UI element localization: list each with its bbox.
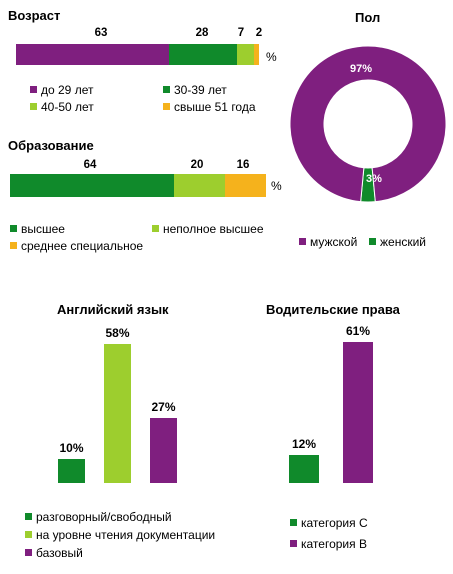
legend-label: среднее специальное (21, 239, 144, 253)
bar-segment (254, 44, 259, 65)
legend-item: среднее специальное (10, 239, 143, 253)
legend-item: свыше 51 года (163, 100, 256, 114)
legend-label: 40-50 лет (41, 100, 94, 114)
license-chart-title: Водительские права (266, 302, 400, 317)
legend-swatch (30, 86, 37, 93)
legend-swatch (369, 238, 376, 245)
bar-segment (237, 44, 255, 65)
age-value-label: 2 (255, 27, 263, 39)
legend-swatch (25, 549, 32, 556)
bar (343, 342, 373, 483)
legend-item: разговорный/свободный (25, 510, 172, 524)
legend-label: на уровне чтения документации (36, 528, 216, 542)
legend-label: высшее (21, 222, 65, 236)
legend-item: женский (369, 235, 426, 249)
english-chart-title: Английский язык (57, 302, 169, 317)
legend-label: до 29 лет (41, 83, 94, 97)
legend-swatch (163, 103, 170, 110)
legend-swatch (163, 86, 170, 93)
gender-value-label: 3% (366, 173, 382, 185)
legend-label: категория В (301, 537, 367, 551)
bar-segment (225, 174, 266, 197)
legend-swatch (290, 540, 297, 547)
legend-label: 30-39 лет (174, 83, 227, 97)
legend-swatch (290, 519, 297, 526)
education-stacked-bar (10, 174, 266, 197)
bar-value-label: 10% (59, 441, 84, 456)
bar-value-label: 12% (291, 437, 317, 452)
bar-value-label: 61% (345, 324, 371, 338)
legend-item: высшее (10, 222, 65, 236)
legend-label: разговорный/свободный (36, 510, 172, 524)
legend-item: категория В (290, 537, 367, 551)
gender-chart-title: Пол (355, 10, 381, 25)
age-value-label: 63 (94, 27, 108, 39)
legend-item: неполное высшее (152, 222, 264, 236)
bar (289, 455, 319, 483)
legend-label: категория С (301, 516, 368, 530)
legend-item: категория С (290, 516, 368, 530)
legend-swatch (30, 103, 37, 110)
donut-slice (290, 45, 446, 203)
legend-label: мужской (310, 235, 358, 249)
legend-swatch (10, 242, 17, 249)
legend-swatch (25, 513, 32, 520)
legend-swatch (299, 238, 306, 245)
gender-value-label: 97% (350, 63, 373, 75)
bar (150, 418, 177, 483)
bar-segment (16, 44, 170, 65)
legend-label: свыше 51 года (174, 100, 256, 114)
legend-item: 40-50 лет (30, 100, 94, 114)
legend-swatch (25, 531, 32, 538)
legend-label: базовый (36, 546, 83, 560)
legend-item: базовый (25, 546, 83, 560)
bar-segment (169, 44, 238, 65)
legend-swatch (10, 225, 17, 232)
gender-donut-chart (290, 45, 446, 203)
bar (104, 344, 131, 483)
education-value-label: 16 (236, 159, 250, 171)
age-stacked-bar (16, 44, 259, 65)
legend-label: женский (380, 235, 426, 249)
bar-value-label: 58% (105, 326, 130, 341)
legend-swatch (152, 225, 159, 232)
age-chart-title: Возраст (8, 8, 61, 23)
age-value-label: 7 (237, 27, 245, 39)
education-unit-label: % (271, 179, 282, 193)
legend-item: 30-39 лет (163, 83, 227, 97)
legend-item: на уровне чтения документации (25, 528, 215, 542)
education-value-label: 20 (190, 159, 204, 171)
bar-segment (10, 174, 174, 197)
age-value-label: 28 (195, 27, 209, 39)
bar-segment (173, 174, 226, 197)
legend-item: мужской (299, 235, 357, 249)
legend-item: до 29 лет (30, 83, 93, 97)
bar (58, 459, 85, 483)
age-unit-label: % (266, 50, 277, 64)
bar-value-label: 27% (151, 400, 176, 415)
education-value-label: 64 (83, 159, 97, 171)
education-chart-title: Образование (8, 138, 94, 153)
legend-label: неполное высшее (163, 222, 264, 236)
